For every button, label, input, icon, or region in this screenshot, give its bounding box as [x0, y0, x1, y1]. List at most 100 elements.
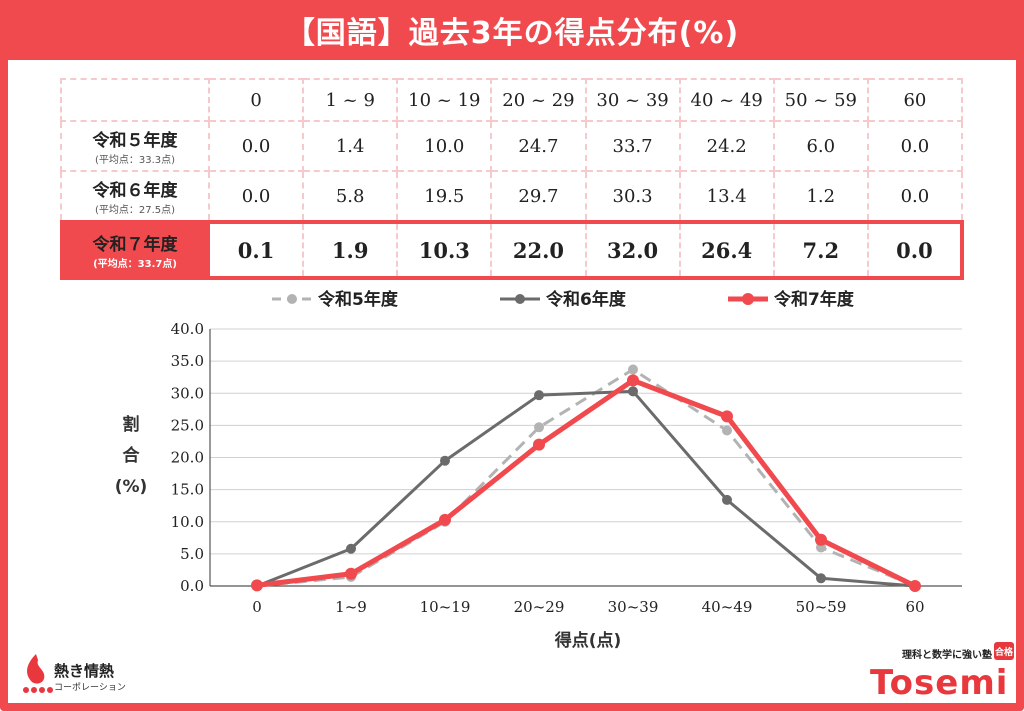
- row-label: 令和６年度 (平均点：27.5点): [60, 170, 210, 223]
- line-chart: 令和5年度 令和6年度 令和7年度 0.0 5.0 10.0 15.0 20.0 25.0 30…: [115, 289, 962, 650]
- chart-legend: 令和5年度 令和6年度 令和7年度: [272, 289, 855, 310]
- legend-marker: [742, 293, 754, 305]
- chart-grid: [209, 328, 962, 587]
- col-header: 30 ~ 39: [584, 78, 681, 122]
- table-cell: 13.4: [678, 170, 775, 223]
- legend-item: 令和6年度: [500, 289, 627, 310]
- x-tick-label: 1~9: [335, 598, 367, 616]
- data-point: [533, 438, 545, 451]
- table-cell: 1.9: [302, 220, 399, 280]
- x-tick-label: 60: [905, 598, 924, 616]
- legend-marker: [287, 294, 297, 304]
- row-label: 令和７年度 (平均点：33.7点): [60, 220, 210, 280]
- corporation-logo: 熱き情熱 コーポレーション: [23, 654, 126, 693]
- logo-name: 熱き情熱: [54, 662, 114, 680]
- data-point: [534, 422, 544, 433]
- legend-label: 令和7年度: [774, 289, 855, 310]
- col-header: 40 ~ 49: [678, 78, 775, 122]
- page-header: 【国語】過去3年の得点分布(%): [0, 0, 1024, 60]
- page-title: 【国語】過去3年の得点分布(%): [284, 16, 740, 51]
- legend-label: 令和6年度: [546, 289, 627, 310]
- x-tick-label: 20~29: [514, 598, 565, 616]
- table-cell: 0.0: [207, 170, 305, 223]
- y-label-line: 合: [123, 445, 141, 466]
- y-label-line: 割: [123, 414, 140, 435]
- dot-icon: [31, 687, 37, 693]
- table-cell: 10.3: [396, 220, 493, 280]
- table-header-row: 0 1 ~ 9 10 ~ 19 20 ~ 29 30 ~ 39 40 ~ 49 …: [60, 78, 964, 122]
- table-row: 令和６年度 (平均点：27.5点) 0.0 5.8 19.5 29.7 30.3…: [60, 170, 964, 223]
- logo-wordmark: Tosemi: [870, 663, 1008, 700]
- table-cell: 0.0: [866, 120, 964, 172]
- x-axis-ticks: 0 1~9 10~19 20~29 30~39 40~49 50~59 60: [252, 598, 924, 616]
- data-point: [816, 573, 826, 584]
- table-cell: 0.0: [866, 170, 964, 223]
- data-point: [815, 533, 827, 546]
- table-cell: 5.8: [302, 170, 399, 223]
- row-label-year: 令和５年度: [92, 131, 178, 151]
- data-point: [628, 364, 638, 375]
- logo-subname: コーポレーション: [54, 682, 126, 693]
- series-line: [256, 367, 916, 588]
- data-point: [721, 410, 733, 423]
- legend-item: 令和7年度: [728, 289, 855, 310]
- y-tick-label: 20.0: [171, 449, 204, 467]
- y-tick-label: 0.0: [180, 577, 204, 595]
- data-point: [251, 579, 263, 592]
- data-point: [909, 580, 921, 592]
- legend-item: 令和5年度: [272, 289, 399, 310]
- table-cell: 6.0: [772, 120, 869, 172]
- table-cell: 30.3: [584, 170, 681, 223]
- y-tick-label: 15.0: [171, 481, 204, 499]
- dot-icon: [23, 687, 29, 693]
- flame-icon: [27, 654, 45, 684]
- col-header: 50 ~ 59: [772, 78, 869, 122]
- y-tick-label: 25.0: [171, 416, 204, 434]
- row-label: 令和５年度 (平均点：33.3点): [60, 120, 210, 172]
- col-header: 20 ~ 29: [490, 78, 587, 122]
- table-cell: 33.7: [584, 120, 681, 172]
- logo-tagline: 理科と数学に強い塾: [902, 648, 992, 661]
- data-point: [440, 455, 450, 466]
- table-row-highlight: 令和７年度 (平均点：33.7点) 0.1 1.9 10.3 22.0 32.0…: [60, 220, 965, 280]
- data-point: [439, 513, 451, 526]
- data-point: [628, 386, 638, 397]
- x-tick-label: 10~19: [420, 598, 471, 616]
- table-cell: 24.7: [490, 120, 587, 172]
- tosemi-logo: 理科と数学に強い塾 合格 Tosemi: [870, 642, 1014, 700]
- table-cell: 0.0: [866, 220, 965, 280]
- x-tick-label: 50~59: [796, 598, 847, 616]
- table-cell: 29.7: [490, 170, 587, 223]
- data-point: [722, 494, 732, 505]
- y-tick-label: 30.0: [171, 384, 204, 402]
- col-header: 0: [207, 78, 305, 122]
- x-tick-label: 30~39: [608, 598, 659, 616]
- y-tick-label: 10.0: [171, 513, 204, 531]
- series-line: [256, 377, 917, 589]
- data-point: [346, 543, 356, 554]
- col-header: 1 ~ 9: [302, 78, 399, 122]
- pass-badge-icon: [994, 642, 1014, 660]
- series-line: [256, 389, 916, 588]
- table-cell: 26.4: [678, 220, 775, 280]
- x-tick-label: 0: [252, 598, 262, 616]
- y-axis-label: 割合 (%): [115, 414, 148, 497]
- data-point: [534, 390, 544, 401]
- table-cell: 22.0: [490, 220, 587, 280]
- y-tick-label: 40.0: [171, 320, 204, 338]
- x-tick-label: 40~49: [702, 598, 753, 616]
- row-label-average: (平均点：33.3点): [94, 155, 176, 166]
- data-point: [345, 567, 357, 580]
- y-tick-label: 5.0: [180, 545, 204, 563]
- legend-marker: [515, 294, 525, 304]
- dot-icon: [47, 687, 53, 693]
- pass-badge-text: 合格: [995, 646, 1014, 658]
- y-tick-label: 35.0: [171, 352, 204, 370]
- row-label-year: 令和６年度: [92, 181, 178, 201]
- table-cell: 10.0: [396, 120, 493, 172]
- row-label-average: (平均点：33.7点): [93, 259, 177, 270]
- row-label-average: (平均点：27.5点): [94, 205, 176, 216]
- x-axis-label: 得点(点): [554, 630, 622, 650]
- table-row: 令和５年度 (平均点：33.3点) 0.0 1.4 10.0 24.7 33.7…: [60, 120, 964, 172]
- table-cell: 1.2: [772, 170, 869, 223]
